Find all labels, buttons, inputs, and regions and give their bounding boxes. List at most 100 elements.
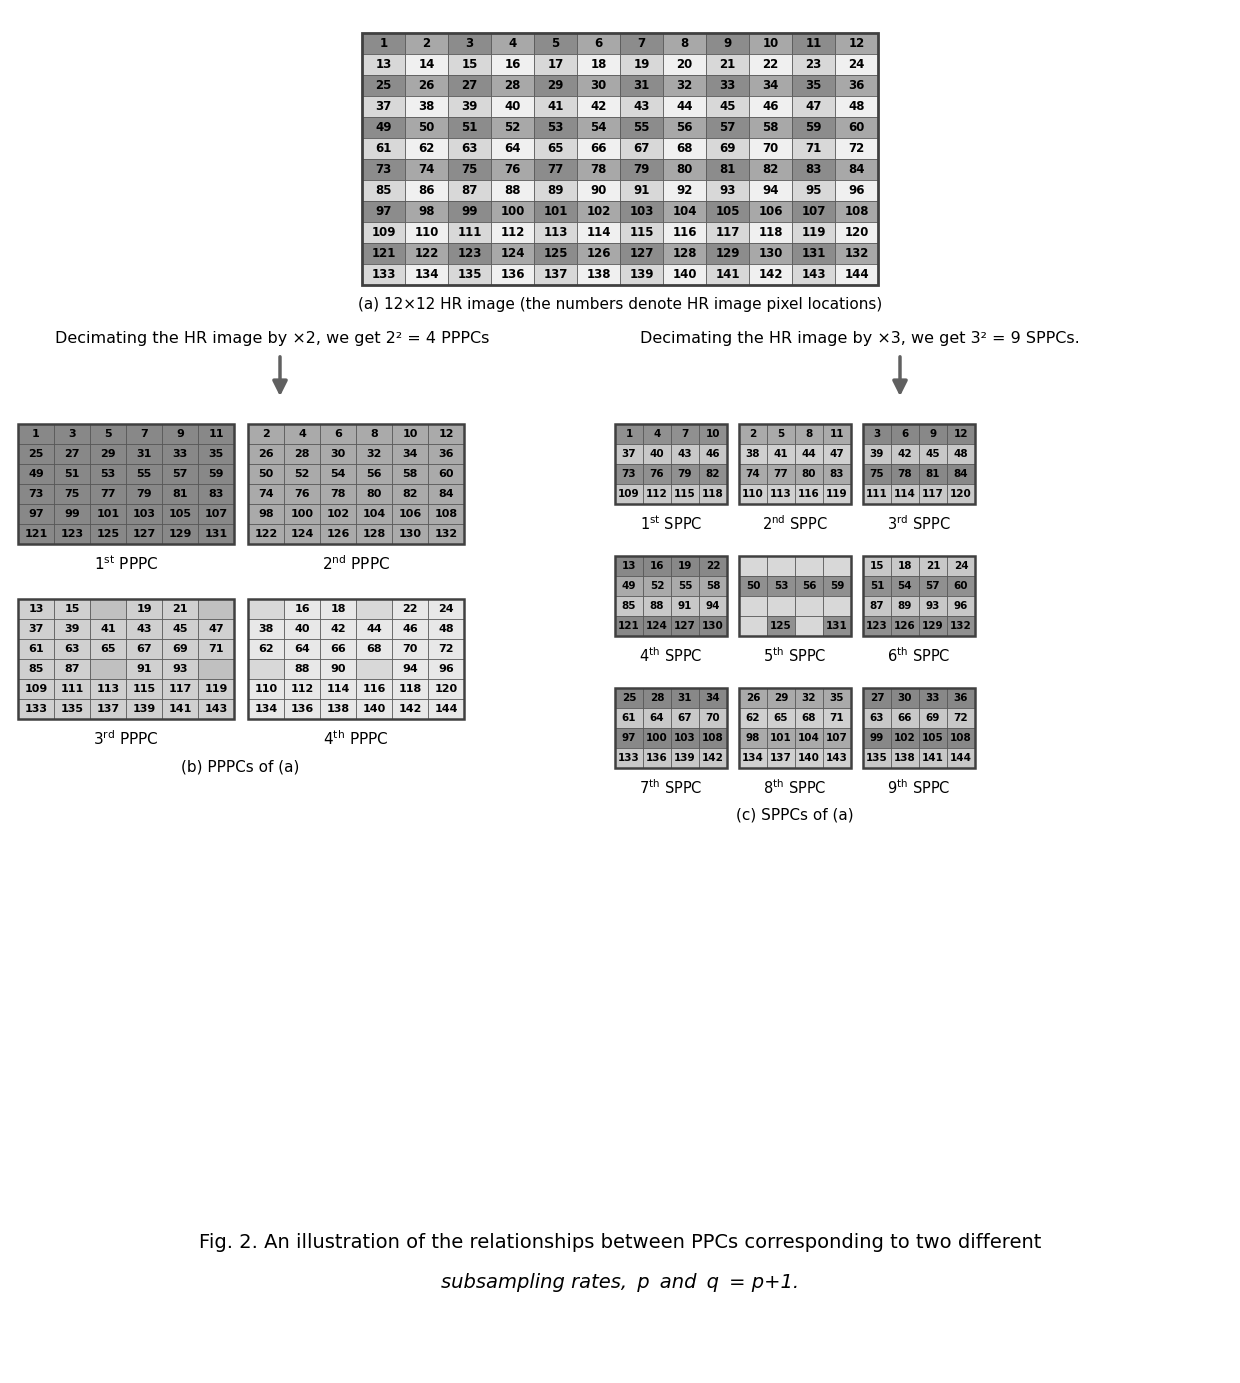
Text: 121: 121 [371, 248, 396, 260]
Bar [823, 575, 851, 596]
Bar [671, 596, 699, 615]
Bar [792, 33, 835, 54]
Text: 127: 127 [630, 248, 653, 260]
Bar [405, 159, 448, 180]
Bar [320, 503, 356, 524]
Text: 126: 126 [326, 530, 350, 539]
Bar [392, 660, 428, 679]
Bar [126, 698, 162, 719]
Bar [162, 465, 198, 484]
Bar [947, 484, 975, 503]
Bar [749, 33, 792, 54]
Bar [699, 708, 727, 727]
Bar [795, 727, 823, 748]
Text: 53: 53 [100, 469, 115, 479]
Bar [162, 484, 198, 503]
Text: 9: 9 [930, 429, 936, 438]
Bar [615, 687, 644, 708]
Text: 70: 70 [763, 142, 779, 155]
Bar [362, 95, 405, 118]
Text: 17: 17 [547, 58, 564, 71]
Bar [620, 118, 663, 138]
Bar [405, 180, 448, 201]
Bar [19, 524, 55, 544]
Text: 141: 141 [169, 704, 192, 714]
Text: 107: 107 [205, 509, 228, 519]
Text: 138: 138 [894, 752, 916, 763]
Bar [699, 596, 727, 615]
Text: 108: 108 [434, 509, 458, 519]
Text: 58: 58 [706, 581, 720, 591]
Bar [644, 484, 671, 503]
Bar [320, 679, 356, 698]
Bar [362, 33, 878, 285]
Bar [428, 660, 464, 679]
Bar [615, 687, 727, 768]
Bar [198, 698, 234, 719]
Bar [448, 201, 491, 223]
Text: 64: 64 [650, 714, 665, 723]
Text: 128: 128 [672, 248, 697, 260]
Text: 101: 101 [770, 733, 792, 743]
Text: 77: 77 [547, 163, 564, 176]
Text: 35: 35 [830, 693, 844, 703]
Bar [91, 503, 126, 524]
Bar [795, 596, 823, 615]
Bar [823, 708, 851, 727]
Text: 49: 49 [621, 581, 636, 591]
Text: 88: 88 [505, 184, 521, 196]
Bar [362, 223, 405, 243]
Text: 132: 132 [434, 530, 458, 539]
Bar [19, 620, 55, 639]
Bar [706, 243, 749, 264]
Text: 144: 144 [844, 268, 869, 281]
Text: 10: 10 [763, 37, 779, 50]
Bar [620, 138, 663, 159]
Bar [362, 243, 405, 264]
Text: 40: 40 [650, 449, 665, 459]
Text: 136: 136 [290, 704, 314, 714]
Text: 41: 41 [547, 100, 564, 113]
Bar [198, 503, 234, 524]
Bar [863, 465, 892, 484]
Bar [198, 679, 234, 698]
Text: 39: 39 [461, 100, 477, 113]
Text: 94: 94 [763, 184, 779, 196]
Text: 98: 98 [258, 509, 274, 519]
Text: 51: 51 [64, 469, 79, 479]
Text: 12: 12 [848, 37, 864, 50]
Bar [615, 727, 644, 748]
Bar [55, 503, 91, 524]
Text: 43: 43 [678, 449, 692, 459]
Text: 124: 124 [290, 530, 314, 539]
Bar [620, 159, 663, 180]
Text: 6: 6 [334, 429, 342, 438]
Text: 124: 124 [646, 621, 668, 631]
Bar [448, 138, 491, 159]
Text: 113: 113 [770, 490, 792, 499]
Bar [919, 615, 947, 636]
Text: 137: 137 [97, 704, 119, 714]
Text: 76: 76 [650, 469, 665, 479]
Bar [739, 687, 851, 768]
Bar [162, 698, 198, 719]
Text: 91: 91 [634, 184, 650, 196]
Bar [428, 503, 464, 524]
Bar [919, 484, 947, 503]
Bar [577, 223, 620, 243]
Bar [644, 708, 671, 727]
Text: 109: 109 [25, 685, 47, 694]
Bar [699, 687, 727, 708]
Bar [491, 54, 534, 75]
Text: 3: 3 [465, 37, 474, 50]
Bar [248, 444, 284, 465]
Bar [620, 201, 663, 223]
Text: 108: 108 [702, 733, 724, 743]
Bar [405, 95, 448, 118]
Bar [320, 524, 356, 544]
Bar [405, 54, 448, 75]
Text: 30: 30 [898, 693, 913, 703]
Bar [198, 524, 234, 544]
Bar [863, 615, 892, 636]
Bar [671, 575, 699, 596]
